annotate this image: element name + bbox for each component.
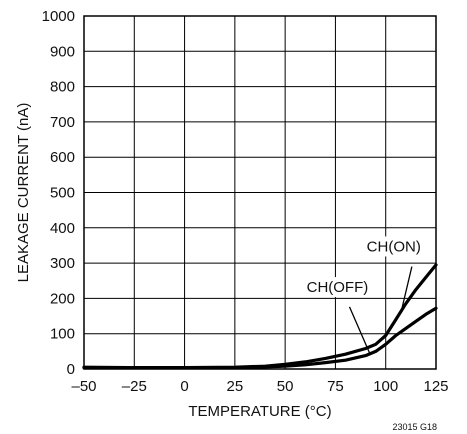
y-tick-label: 400 [50,220,75,237]
ch-on-label: CH(ON) [367,238,421,255]
series-labels: CH(ON) CH(OFF) [307,236,424,298]
y-tick-label: 200 [50,290,75,307]
x-tick-label: 100 [373,378,398,395]
y-tick-labels: 0 100 200 300 400 500 600 700 800 900 1000 [42,8,75,378]
x-tick-label: 0 [180,378,188,395]
x-tick-label: 75 [327,378,344,395]
series-leader-lines [348,266,413,354]
y-tick-label: 1000 [42,8,75,25]
ch-off-leader-line [348,306,371,354]
y-tick-label: 600 [50,149,75,166]
series-label-background [307,277,368,298]
x-tick-labels: –50 –25 0 25 50 75 100 125 [71,378,448,395]
figure-id: 23015 G18 [392,422,437,432]
x-tick-label: –25 [122,378,147,395]
ch-on-curve [82,263,438,370]
plot-frame [83,15,437,370]
y-tick-label: 700 [50,114,75,131]
y-tick-label: 300 [50,255,75,272]
ch-off-label: CH(OFF) [307,279,369,296]
grid-lines [83,15,437,370]
y-tick-label: 100 [50,326,75,343]
ch-off-curve [82,306,438,370]
ch-on-leader-line [401,266,413,310]
x-tick-label: 50 [277,378,294,395]
x-axis-title: TEMPERATURE (°C) [188,403,331,420]
y-tick-label: 900 [50,43,75,60]
y-tick-label: 800 [50,79,75,96]
y-axis-title: LEAKAGE CURRENT (nA) [15,103,32,283]
series-curves [82,263,438,370]
x-tick-label: –50 [71,378,96,395]
y-tick-label: 0 [67,361,75,378]
y-tick-label: 500 [50,185,75,202]
x-tick-label: 125 [423,378,448,395]
x-tick-label: 25 [227,378,244,395]
series-label-background [363,236,424,257]
